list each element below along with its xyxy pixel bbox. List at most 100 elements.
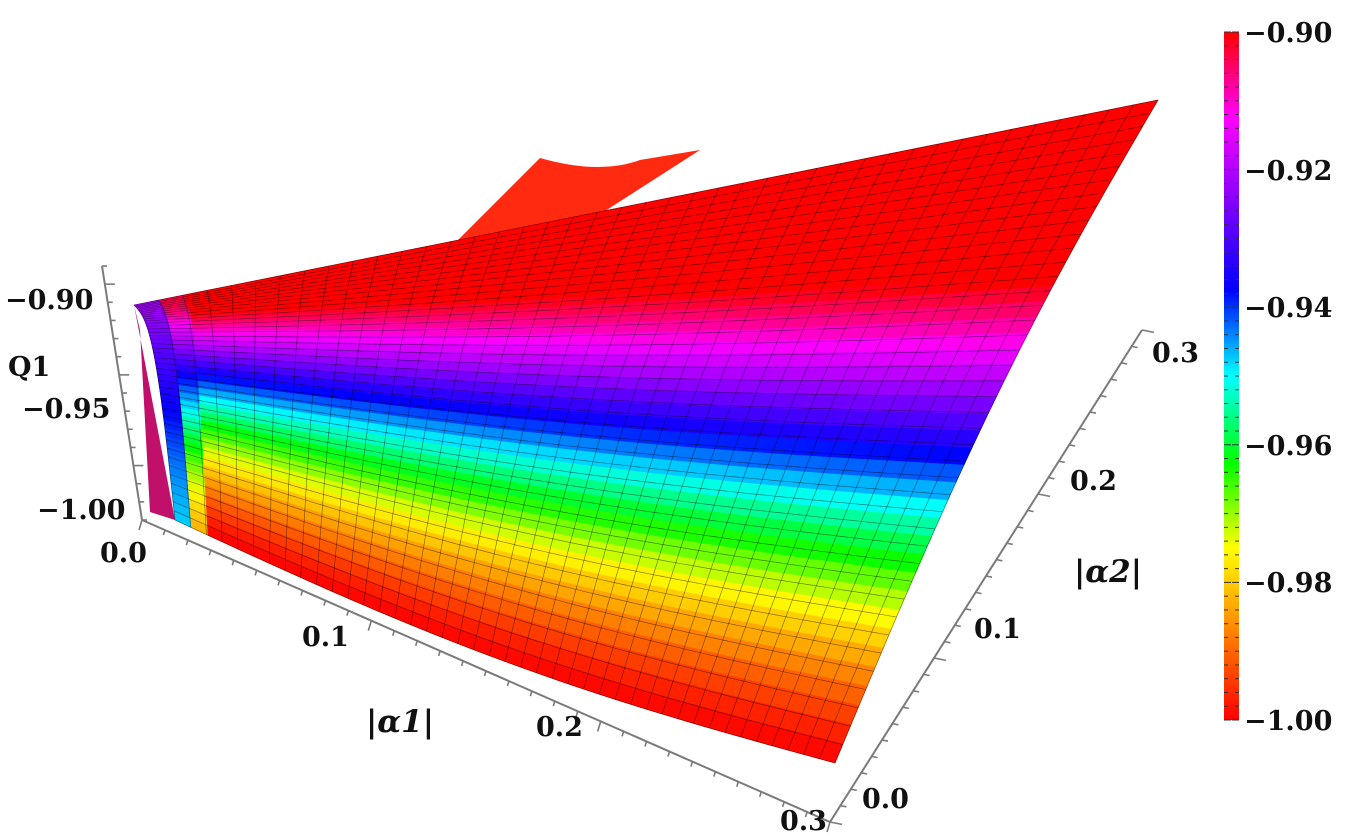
axis-tick (1048, 476, 1055, 480)
surface-patch (325, 335, 350, 343)
mesh-line (174, 519, 836, 764)
surface-patch (571, 386, 597, 401)
colorbar-tick-label: −0.90 (1244, 18, 1332, 49)
surface-patch (511, 373, 537, 386)
axis-tick (185, 539, 189, 546)
axis-tick (975, 591, 982, 595)
axis-tick (277, 580, 281, 586)
axis-tick (323, 600, 327, 606)
axis-tick (529, 690, 533, 697)
axis-tick (483, 670, 487, 677)
axis-tick (804, 811, 808, 818)
mesh-line (169, 474, 874, 672)
surface-patch (437, 326, 463, 336)
mesh-line (135, 126, 1143, 308)
surface-patch (170, 330, 195, 336)
z-tick-label: −0.90 (5, 285, 93, 316)
axis-tick (208, 549, 212, 556)
axis-tick (829, 821, 843, 826)
x-tick-label: 0.1 (302, 622, 349, 653)
surface-patch (416, 319, 443, 329)
surface-patch (448, 370, 474, 382)
axis-tick (1131, 345, 1138, 349)
mesh-line (148, 305, 1043, 333)
mesh-line (155, 362, 989, 413)
surface-patch (575, 375, 601, 389)
axis-tick (985, 575, 993, 578)
axis-tick (667, 751, 671, 757)
axis-tick (758, 791, 762, 798)
mesh-line (165, 431, 912, 582)
axis-tick (1017, 526, 1024, 529)
mesh-line (140, 192, 1105, 314)
axis-tick (460, 660, 464, 667)
mesh-line (152, 347, 1012, 368)
axis-tick (138, 519, 143, 531)
axis-tick (996, 558, 1003, 562)
surface-patch (506, 315, 533, 327)
axis-tick (1058, 460, 1065, 464)
mesh-line (169, 465, 882, 654)
surface-back-ridge (452, 150, 700, 246)
x-tick-label: 0.2 (536, 712, 583, 743)
surface-patch (481, 325, 508, 336)
y-tick-label: 0.3 (1152, 338, 1199, 369)
y-axis-title: |α2| (1074, 554, 1142, 590)
surface-patch (303, 335, 328, 343)
mesh-line (161, 400, 943, 512)
mesh-line (160, 393, 951, 495)
axis-tick (933, 657, 947, 662)
surface-patch (459, 326, 485, 336)
mesh-line (143, 233, 1082, 320)
mesh-line (134, 112, 1151, 307)
mesh-line (139, 179, 1112, 313)
mesh-line (151, 343, 1020, 356)
axis-tick (713, 771, 717, 777)
mesh-line (171, 492, 859, 709)
surface-patch (561, 422, 586, 438)
mesh-line (159, 386, 959, 479)
mesh-line (156, 368, 982, 429)
surface-patch (585, 342, 612, 355)
axis-tick (254, 570, 258, 576)
surface-patch (457, 334, 483, 344)
axis-tick (913, 690, 920, 693)
axis-tick (861, 772, 868, 775)
surface-patch (557, 434, 582, 451)
surface-patch (391, 335, 416, 344)
mesh-line (142, 219, 1089, 318)
surface-patch (553, 447, 579, 464)
axis-tick (923, 673, 930, 677)
axis-tick (1037, 493, 1051, 498)
mesh-line (157, 373, 974, 445)
axis-tick (781, 801, 785, 808)
mesh-line (138, 165, 1120, 311)
axis-tick (1079, 427, 1086, 431)
mesh-line (141, 206, 1097, 316)
mesh-line (153, 352, 1005, 382)
mesh-line (137, 152, 1128, 310)
mesh-line (168, 456, 889, 636)
axis-tick (596, 721, 602, 732)
axis-tick (892, 722, 899, 726)
surface-patch (596, 311, 624, 324)
y-tick-label: 0.2 (1070, 466, 1117, 497)
mesh-line (158, 380, 966, 462)
surface-patch (281, 335, 306, 342)
mesh-line (145, 261, 1066, 324)
surface-patch (260, 324, 284, 331)
z-axis-title: Q1 (8, 352, 50, 383)
surface-patch (259, 335, 283, 342)
axis-tick (621, 731, 625, 737)
surface-patch (237, 329, 261, 336)
axes-frame (101, 265, 1155, 833)
surface-patch (501, 333, 527, 344)
surface-patch (215, 334, 239, 341)
x-tick-label: 0.0 (100, 538, 147, 569)
surface-patch (439, 318, 465, 328)
surface-patch (237, 334, 261, 342)
axis-tick (414, 640, 418, 647)
y-tick-label: 0.0 (862, 784, 909, 815)
axis-tick (346, 610, 350, 616)
surface-patch (461, 317, 488, 328)
